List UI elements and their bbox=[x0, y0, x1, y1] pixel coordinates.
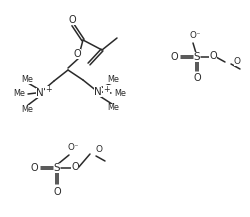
Text: S: S bbox=[54, 163, 60, 173]
Text: O⁻: O⁻ bbox=[67, 143, 79, 153]
Text: Me: Me bbox=[107, 104, 119, 112]
Text: O: O bbox=[30, 163, 38, 173]
Text: Me: Me bbox=[21, 74, 33, 84]
Text: N: N bbox=[36, 88, 44, 98]
Text: S: S bbox=[194, 52, 200, 62]
Text: O: O bbox=[71, 162, 79, 172]
Text: O: O bbox=[209, 51, 217, 61]
Text: Me: Me bbox=[13, 89, 25, 99]
Text: O: O bbox=[68, 15, 76, 25]
Text: Me: Me bbox=[114, 89, 126, 97]
Text: +: + bbox=[103, 84, 110, 94]
Text: O: O bbox=[234, 56, 241, 66]
Text: O: O bbox=[170, 52, 178, 62]
Text: Me: Me bbox=[107, 74, 119, 84]
Text: Me: Me bbox=[21, 105, 33, 113]
Text: N: N bbox=[94, 87, 102, 97]
Text: +: + bbox=[45, 85, 52, 94]
Text: O: O bbox=[73, 49, 81, 59]
Text: O: O bbox=[53, 187, 61, 197]
Text: O: O bbox=[193, 73, 201, 83]
Text: O: O bbox=[95, 146, 102, 155]
Text: O⁻: O⁻ bbox=[189, 31, 201, 41]
